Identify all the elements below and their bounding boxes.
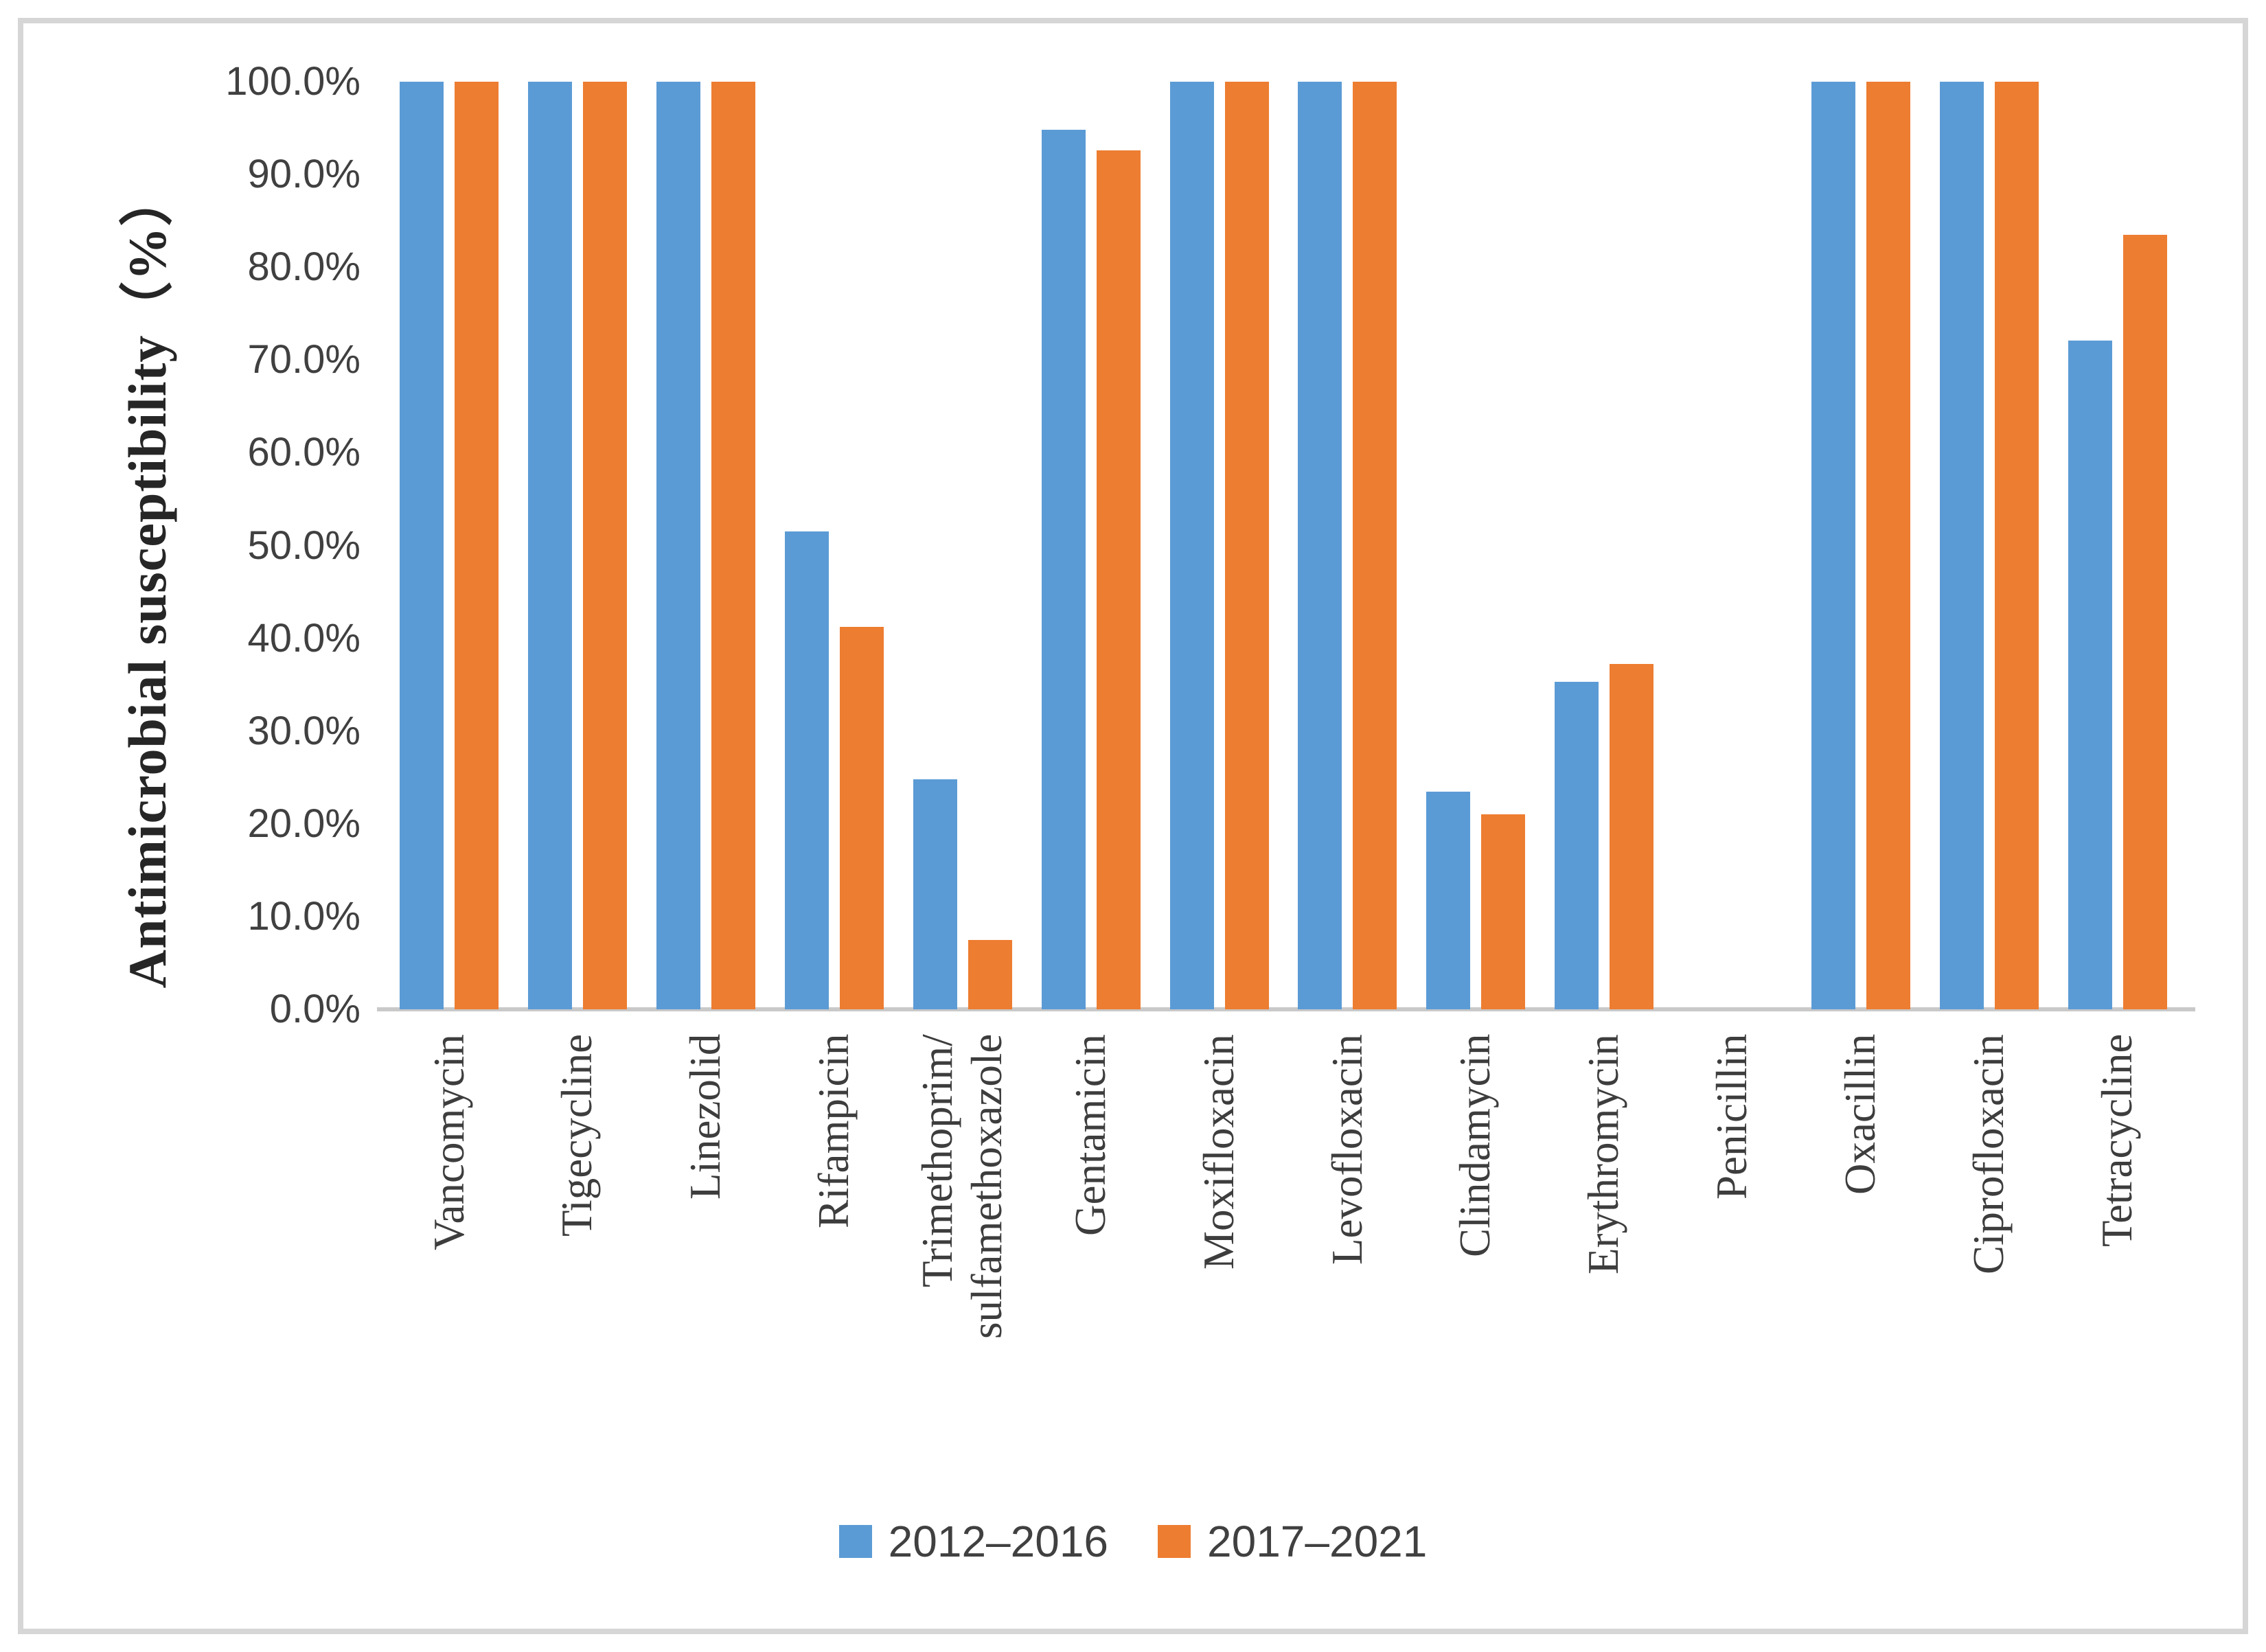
y-tick-label: 100.0% xyxy=(225,59,360,104)
bar-2017-2021 xyxy=(711,82,756,1009)
y-tick-label: 80.0% xyxy=(247,244,360,290)
bar-2017-2021 xyxy=(1994,82,2039,1009)
y-tick-label: 40.0% xyxy=(247,615,360,661)
legend-label-2012-2016: 2012–2016 xyxy=(888,1517,1108,1566)
legend-swatch-2012-2016 xyxy=(838,1525,872,1558)
y-tick-label: 60.0% xyxy=(247,430,360,475)
bar-2012-2016 xyxy=(1939,82,1984,1009)
bar-2017-2021 xyxy=(1866,82,1910,1009)
y-axis-title: Antimicrobial susceptibility（%） xyxy=(117,172,177,989)
bar-2017-2021 xyxy=(2122,234,2167,1009)
legend-item-2017-2021: 2017–2021 xyxy=(1158,1516,1427,1567)
legend-swatch-2017-2021 xyxy=(1158,1525,1191,1558)
bar-2012-2016 xyxy=(1169,82,1214,1009)
y-tick-label: 10.0% xyxy=(247,893,360,939)
legend-item-2012-2016: 2012–2016 xyxy=(838,1516,1108,1567)
y-tick-label: 90.0% xyxy=(247,152,360,197)
bar-2017-2021 xyxy=(1610,664,1654,1009)
x-axis-line xyxy=(377,1007,2195,1011)
bar-2017-2021 xyxy=(583,82,628,1009)
bar-2012-2016 xyxy=(1426,791,1471,1009)
bar-2017-2021 xyxy=(1481,814,1526,1009)
bar-2012-2016 xyxy=(785,531,829,1009)
bar-2012-2016 xyxy=(528,82,573,1009)
y-tick-label: 30.0% xyxy=(247,708,360,753)
bar-2017-2021 xyxy=(1224,82,1269,1009)
bar-2017-2021 xyxy=(1096,150,1141,1009)
bar-2012-2016 xyxy=(1041,130,1086,1009)
bar-2017-2021 xyxy=(840,627,884,1009)
plot-area xyxy=(377,69,2195,1011)
bar-2017-2021 xyxy=(968,939,1012,1009)
legend: 2012–2016 2017–2021 xyxy=(0,1516,2266,1567)
bar-2012-2016 xyxy=(1555,682,1599,1009)
bar-2017-2021 xyxy=(1353,82,1397,1009)
y-tick-label: 50.0% xyxy=(247,523,360,568)
bar-2012-2016 xyxy=(2068,340,2112,1009)
y-tick-label: 20.0% xyxy=(247,801,360,846)
bar-2012-2016 xyxy=(1298,82,1342,1009)
y-tick-label: 70.0% xyxy=(247,337,360,382)
legend-label-2017-2021: 2017–2021 xyxy=(1207,1517,1428,1566)
bar-2017-2021 xyxy=(455,82,499,1009)
bar-2012-2016 xyxy=(913,779,957,1009)
bar-2012-2016 xyxy=(400,82,444,1009)
bar-2012-2016 xyxy=(1811,82,1855,1009)
y-tick-label: 0.0% xyxy=(269,987,360,1031)
bar-2012-2016 xyxy=(656,82,701,1009)
